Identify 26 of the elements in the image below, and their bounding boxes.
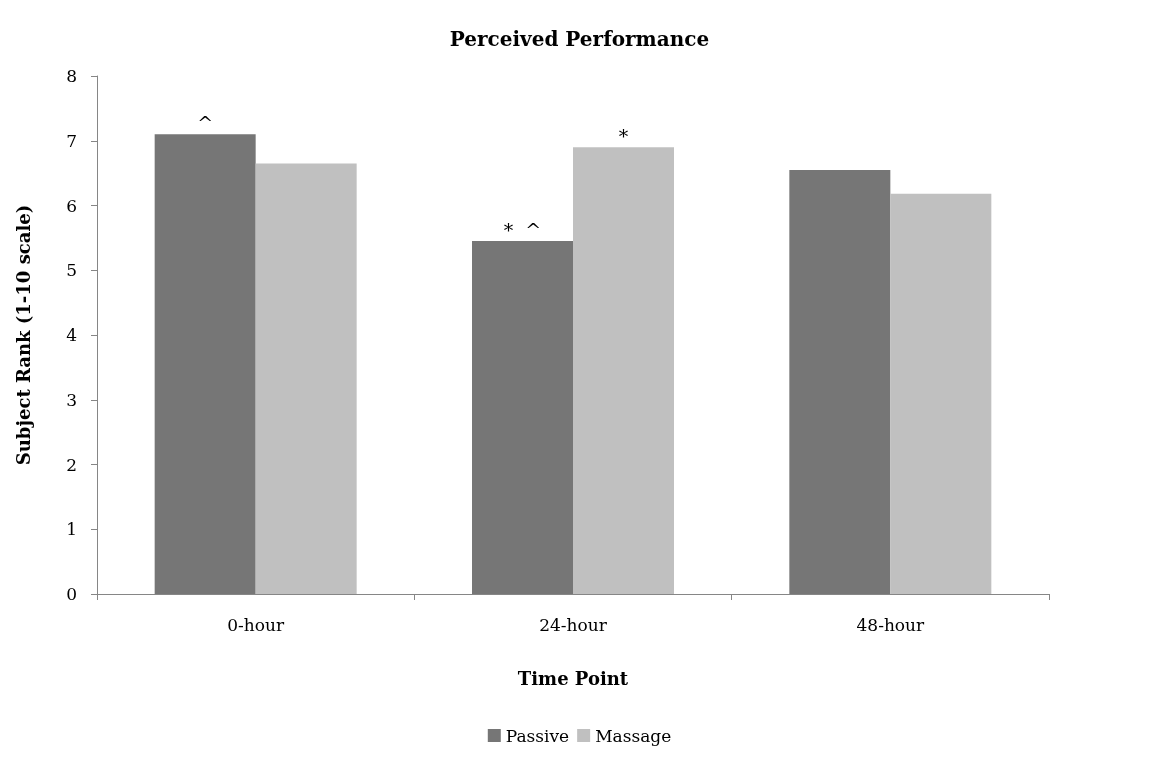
- x-tick-label: 48-hour: [856, 614, 926, 635]
- y-tick-label: 2: [66, 454, 77, 475]
- x-tick-label: 24-hour: [539, 614, 608, 635]
- y-tick-label: 5: [66, 260, 77, 281]
- bar: [573, 147, 674, 594]
- y-tick-label: 4: [66, 325, 77, 345]
- annotation: ^: [197, 111, 214, 134]
- y-axis-title: Subject Rank (1-10 scale): [12, 204, 34, 466]
- legend-label: Massage: [595, 725, 672, 746]
- y-tick-label: 3: [66, 389, 77, 410]
- y-tick-label: 0: [66, 584, 77, 604]
- y-tick-label: 1: [66, 519, 77, 540]
- bar: [472, 241, 573, 594]
- annotation: * ^: [503, 218, 542, 241]
- x-axis-title: Time Point: [517, 667, 629, 689]
- bar: [154, 134, 256, 594]
- bar: [890, 193, 992, 594]
- annotation: *: [618, 124, 629, 147]
- y-tick-label: 6: [66, 195, 77, 216]
- bar: [255, 163, 357, 594]
- y-tick-label: 7: [66, 130, 77, 151]
- x-tick-label: 0-hour: [227, 614, 285, 635]
- chart-title: Perceived Performance: [449, 27, 710, 51]
- y-tick-label: 8: [66, 66, 77, 86]
- legend-label: Passive: [505, 725, 570, 746]
- bar: [789, 169, 891, 594]
